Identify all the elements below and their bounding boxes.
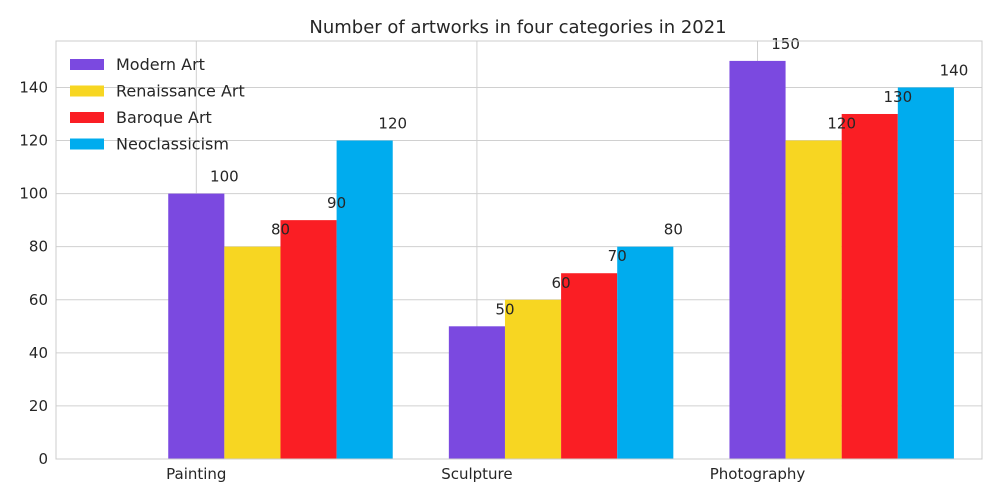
data-label: 70 — [608, 247, 627, 265]
x-tick-label: Sculpture — [441, 465, 512, 483]
bar — [897, 87, 954, 459]
data-label: 120 — [378, 115, 407, 133]
data-labels-layer: 100 50 150 80 60 120 90 70 130 120 80 140 — [210, 35, 968, 318]
legend-label: Baroque Art — [116, 108, 212, 127]
chart-title: Number of artworks in four categories in… — [309, 17, 726, 38]
legend-label: Modern Art — [116, 55, 205, 74]
data-label: 60 — [552, 274, 571, 292]
plot-frame — [55, 40, 983, 460]
bar — [729, 60, 786, 460]
bar — [617, 246, 674, 459]
bar — [336, 140, 393, 459]
legend-swatch — [70, 112, 104, 123]
data-label: 80 — [271, 221, 290, 239]
y-tick-label: 100 — [19, 185, 48, 203]
data-label: 120 — [827, 115, 856, 133]
data-label: 100 — [210, 168, 239, 186]
bar — [561, 273, 618, 459]
bar — [841, 113, 898, 459]
y-tick-label: 20 — [29, 397, 48, 415]
bar — [168, 193, 225, 459]
data-label: 80 — [664, 221, 683, 239]
bar — [224, 246, 281, 459]
legend-swatch — [70, 138, 104, 150]
y-tick-label: 0 — [38, 450, 48, 468]
bar — [280, 220, 337, 459]
legend-swatch — [70, 85, 104, 97]
x-tick-label: Painting — [166, 465, 226, 483]
data-label: 150 — [771, 35, 800, 53]
legend-label: Renaissance Art — [116, 82, 245, 101]
bar — [448, 326, 505, 459]
data-label: 50 — [495, 300, 514, 318]
legend-label: Neoclassicism — [116, 135, 229, 154]
x-tick-label: Photography — [710, 465, 806, 483]
y-tick-label: 120 — [19, 132, 48, 150]
legend: Modern Art Renaissance Art Baroque Art Neoc… — [70, 55, 245, 154]
bar — [504, 299, 562, 459]
legend-swatch — [70, 59, 104, 70]
bars-layer — [168, 60, 954, 460]
data-label: 130 — [883, 88, 912, 106]
y-tick-label: 80 — [29, 238, 48, 256]
data-label: 90 — [327, 194, 346, 212]
bar — [785, 140, 842, 459]
y-tick-label: 40 — [29, 344, 48, 362]
axes-layer: 0 20 40 60 80 100 120 140 Painting Sculpture Photo… — [19, 40, 983, 483]
y-tick-label: 140 — [19, 78, 48, 96]
y-tick-label: 60 — [29, 291, 48, 309]
data-label: 140 — [940, 61, 969, 79]
